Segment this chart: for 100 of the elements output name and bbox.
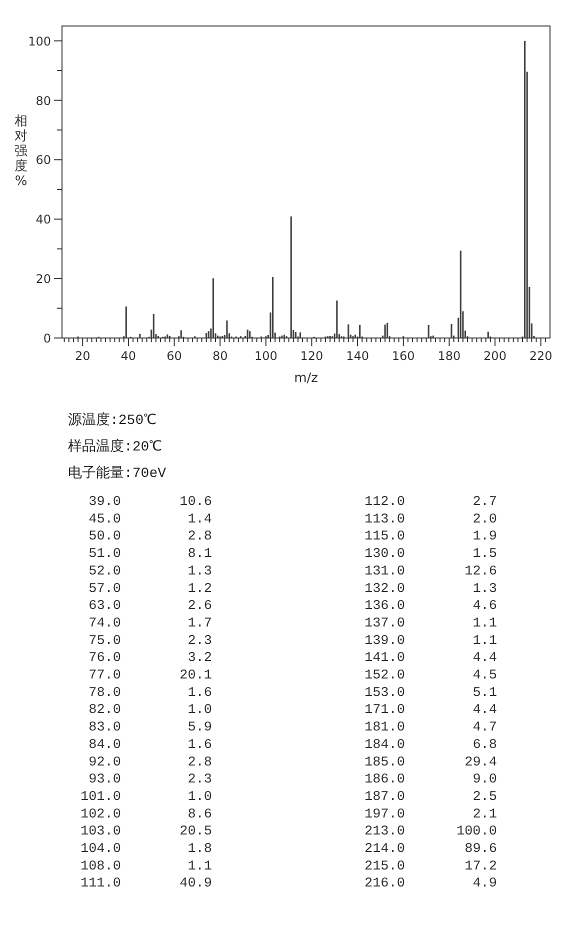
text: 17.2 <box>464 859 497 874</box>
text: 电子能量:70eV <box>68 465 167 482</box>
text: 1.6 <box>188 686 212 701</box>
text: 2.6 <box>188 599 212 614</box>
x-axis-title: m/z <box>294 371 318 386</box>
x-tick-label: 140 <box>346 349 369 363</box>
x-tick-label: 100 <box>254 349 278 363</box>
y-tick-label: 0 <box>43 332 51 346</box>
text: 93.0 <box>88 772 121 788</box>
text: 214.0 <box>364 842 405 857</box>
y-tick-label: 20 <box>36 272 51 286</box>
text: 83.0 <box>88 720 121 736</box>
text: 76.0 <box>88 651 121 666</box>
text: 1.3 <box>188 564 212 580</box>
y-tick-label: 100 <box>28 34 51 48</box>
text: 4.6 <box>472 599 497 614</box>
text: 139.0 <box>364 634 405 649</box>
text: 132.0 <box>364 582 405 597</box>
x-tick-label: 80 <box>212 349 228 363</box>
text: 4.7 <box>472 720 497 736</box>
text: 77.0 <box>88 668 121 684</box>
text: 1.9 <box>472 530 497 545</box>
text: 10.6 <box>180 495 212 510</box>
text: 6.8 <box>472 738 497 753</box>
x-tick-label: 60 <box>166 349 182 363</box>
text: 1.0 <box>188 790 212 805</box>
y-tick-label: 60 <box>36 153 51 168</box>
x-tick-label: 20 <box>74 349 90 363</box>
text: 51.0 <box>88 547 121 562</box>
text: 181.0 <box>364 720 405 736</box>
text: 2.3 <box>188 634 212 649</box>
x-tick-label: 40 <box>120 349 136 363</box>
text: 45.0 <box>88 512 121 528</box>
text: 136.0 <box>364 599 405 614</box>
x-tick-label: 160 <box>392 349 415 363</box>
x-tick-label: 120 <box>300 349 324 363</box>
text: 187.0 <box>364 790 405 805</box>
text: 75.0 <box>88 634 121 649</box>
text: 186.0 <box>364 772 405 788</box>
text: 4.4 <box>472 703 497 718</box>
text: 1.6 <box>188 738 212 753</box>
text: 1.3 <box>472 582 497 597</box>
text: 131.0 <box>364 564 405 580</box>
text: 185.0 <box>364 755 405 770</box>
text: 1.8 <box>188 842 212 857</box>
text: 102.0 <box>80 807 121 822</box>
text: 78.0 <box>88 686 121 701</box>
text: 1.1 <box>472 634 497 649</box>
text: 2.0 <box>472 512 497 528</box>
text: 2.5 <box>472 790 497 805</box>
text: 115.0 <box>364 530 405 545</box>
text: 2.8 <box>188 755 212 770</box>
text: 197.0 <box>364 807 405 822</box>
text: 108.0 <box>80 859 121 874</box>
text: 8.6 <box>188 807 212 822</box>
text: 样品温度:20℃ <box>68 438 162 456</box>
text: 39.0 <box>88 495 121 510</box>
text: 12.6 <box>464 564 497 580</box>
text: 1.4 <box>188 512 212 528</box>
text: 184.0 <box>364 738 405 753</box>
text: 4.9 <box>472 876 497 892</box>
text: 152.0 <box>364 668 405 684</box>
text: 74.0 <box>88 616 121 632</box>
text: 20.1 <box>180 668 212 684</box>
x-tick-label: 220 <box>529 349 552 363</box>
text: 50.0 <box>88 530 121 545</box>
text: 40.9 <box>180 876 212 892</box>
text: 3.2 <box>188 651 212 666</box>
text: 171.0 <box>364 703 405 718</box>
text: 215.0 <box>364 859 405 874</box>
text: 5.9 <box>188 720 212 736</box>
text: 100.0 <box>456 824 497 840</box>
text: 9.0 <box>472 772 497 788</box>
x-tick-label: 200 <box>484 349 506 363</box>
text: 20.5 <box>180 824 212 840</box>
text: 1.1 <box>472 616 497 632</box>
text: 1.0 <box>188 703 212 718</box>
text: 2.7 <box>472 495 497 510</box>
text: 5.1 <box>472 686 497 701</box>
text: 1.1 <box>188 859 212 874</box>
text: 1.7 <box>188 616 212 632</box>
text: 2.8 <box>188 530 212 545</box>
text: 111.0 <box>80 876 121 892</box>
text: 63.0 <box>88 599 121 614</box>
text: 137.0 <box>364 616 405 632</box>
text: 57.0 <box>88 582 121 597</box>
y-tick-label: 80 <box>36 94 51 108</box>
text: 1.2 <box>188 582 212 597</box>
text: 4.5 <box>472 668 497 684</box>
text: 153.0 <box>364 686 405 701</box>
text: 4.4 <box>472 651 497 666</box>
text: 213.0 <box>364 824 405 840</box>
text: 141.0 <box>364 651 405 666</box>
text: 84.0 <box>88 738 121 753</box>
text: 52.0 <box>88 564 121 580</box>
text: 103.0 <box>80 824 121 840</box>
text: 113.0 <box>364 512 405 528</box>
text: 29.4 <box>464 755 497 770</box>
text: 216.0 <box>364 876 405 892</box>
text: 源温度:250℃ <box>68 412 157 429</box>
